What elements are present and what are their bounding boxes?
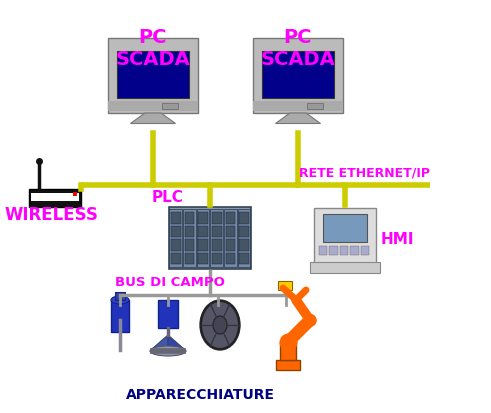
Bar	[280, 342, 296, 360]
Polygon shape	[131, 113, 175, 123]
Bar	[239, 212, 249, 223]
Bar	[171, 239, 181, 251]
Bar	[239, 239, 249, 251]
Bar	[108, 100, 198, 111]
Bar	[171, 252, 181, 264]
Bar	[212, 212, 221, 223]
Text: PC
SCADA: PC SCADA	[261, 28, 335, 69]
Text: RETE ETHERNET/IP: RETE ETHERNET/IP	[299, 167, 430, 180]
Bar	[238, 209, 250, 267]
Bar	[197, 209, 210, 267]
Bar	[108, 38, 198, 113]
Bar	[198, 225, 208, 237]
Text: HMI: HMI	[381, 233, 414, 247]
Polygon shape	[275, 113, 321, 123]
Text: PC
SCADA: PC SCADA	[115, 28, 191, 69]
Bar	[226, 239, 235, 251]
Bar	[329, 245, 338, 254]
Bar	[310, 261, 380, 273]
Bar	[115, 292, 125, 300]
Bar	[323, 214, 367, 242]
Bar	[73, 192, 77, 196]
Bar	[226, 225, 235, 237]
Bar	[350, 245, 358, 254]
Bar	[117, 51, 189, 98]
Bar	[224, 209, 237, 267]
Bar	[185, 212, 194, 223]
Bar	[211, 209, 223, 267]
Polygon shape	[168, 335, 184, 349]
Bar	[319, 245, 327, 254]
Bar	[276, 360, 300, 370]
Bar	[239, 225, 249, 237]
Bar	[262, 51, 334, 98]
Bar	[198, 252, 208, 264]
Bar	[226, 252, 235, 264]
Bar	[212, 252, 221, 264]
Bar	[158, 300, 178, 328]
Bar	[212, 239, 221, 251]
Bar	[171, 212, 181, 223]
Bar	[253, 38, 343, 113]
Bar	[360, 245, 369, 254]
Bar	[185, 252, 194, 264]
Bar	[171, 225, 181, 237]
Bar	[340, 245, 348, 254]
Bar	[307, 103, 323, 109]
Bar	[239, 252, 249, 264]
Bar	[169, 209, 182, 267]
Bar	[183, 209, 196, 267]
Bar	[29, 189, 81, 207]
Bar	[169, 207, 251, 269]
Text: WIRELESS: WIRELESS	[5, 206, 99, 224]
Bar	[314, 207, 376, 263]
Bar	[111, 300, 129, 332]
Bar	[198, 239, 208, 251]
Bar	[185, 225, 194, 237]
Bar	[226, 212, 235, 223]
Bar	[31, 193, 79, 201]
Polygon shape	[152, 335, 168, 349]
Bar	[278, 281, 292, 290]
Bar	[162, 103, 178, 109]
Bar	[253, 100, 343, 111]
Text: PLC: PLC	[152, 190, 184, 206]
Ellipse shape	[213, 316, 227, 334]
Bar	[185, 239, 194, 251]
Text: BUS DI CAMPO: BUS DI CAMPO	[115, 276, 225, 290]
Bar	[198, 212, 208, 223]
Ellipse shape	[200, 300, 240, 350]
Bar	[212, 225, 221, 237]
Ellipse shape	[150, 346, 186, 356]
Ellipse shape	[111, 296, 129, 304]
Text: APPARECCHIATURE: APPARECCHIATURE	[126, 388, 274, 402]
